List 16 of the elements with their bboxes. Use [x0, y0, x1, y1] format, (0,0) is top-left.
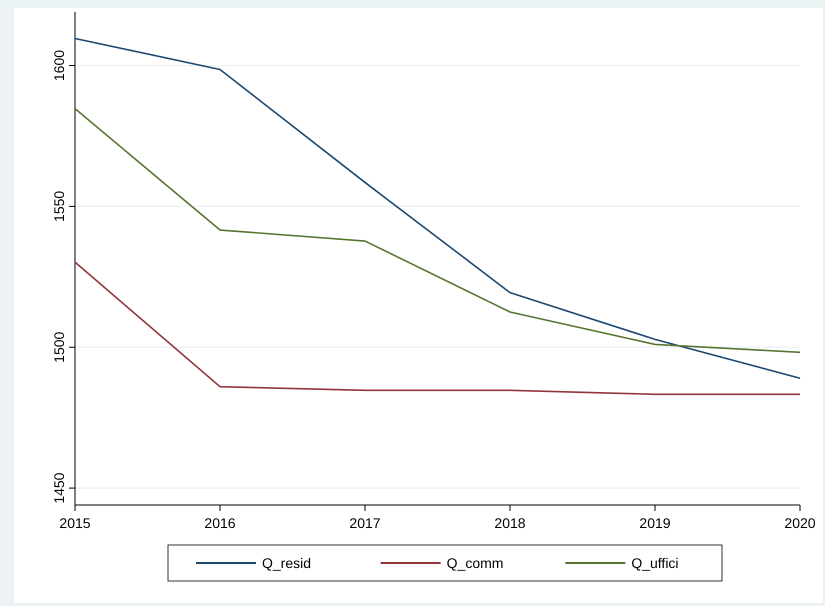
legend-label: Q_uffici [631, 555, 679, 571]
line-series [74, 261, 801, 396]
legend-label: Q_comm [446, 555, 504, 571]
y-tick-label: 1450 [51, 472, 67, 504]
y-tick-label: 1500 [51, 331, 67, 363]
legend-label: Q_resid [262, 555, 312, 571]
x-tick-label: 2015 [59, 515, 91, 531]
x-tick-label: 2018 [494, 515, 526, 531]
line-series [74, 108, 801, 354]
x-tick-label: 2017 [349, 515, 381, 531]
y-tick-label: 1600 [51, 50, 67, 82]
x-tick-label: 2019 [639, 515, 671, 531]
x-tick-label: 2016 [204, 515, 236, 531]
line-series [74, 38, 801, 380]
y-tick-label: 1550 [51, 190, 67, 222]
x-tick-label: 2020 [784, 515, 816, 531]
